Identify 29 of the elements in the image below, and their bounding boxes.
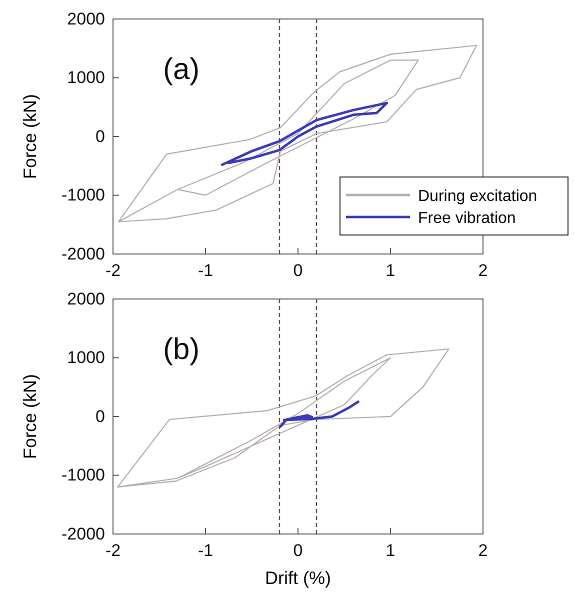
x-tick-label: 2 — [478, 541, 488, 560]
x-tick-label: -1 — [198, 261, 214, 280]
y-axis-title: Force (kN) — [20, 94, 40, 179]
x-tick-label: -2 — [105, 541, 121, 560]
x-tick-label: 0 — [293, 261, 303, 280]
y-tick-label: 2000 — [67, 9, 105, 28]
y-tick-label: -2000 — [62, 524, 105, 544]
y-tick-label: -1000 — [62, 186, 105, 205]
legend-label: Free vibration — [418, 210, 516, 227]
annotation: (a) — [163, 53, 200, 86]
y-axis-title: Force (kN) — [20, 374, 40, 459]
line-series — [220, 102, 388, 166]
x-tick-label: -1 — [198, 541, 214, 560]
x-tick-label: 1 — [386, 541, 396, 560]
legend-label: During excitation — [418, 188, 538, 205]
x-tick-label: -2 — [105, 261, 121, 280]
x-axis-title: Drift (%) — [265, 568, 331, 588]
x-tick-label: 1 — [386, 261, 396, 280]
x-tick-label: 0 — [293, 541, 303, 560]
y-tick-label: 2000 — [67, 289, 105, 308]
y-tick-label: -1000 — [62, 466, 105, 485]
y-tick-label: -2000 — [62, 244, 105, 264]
y-tick-label: 0 — [96, 406, 105, 426]
y-tick-label: 1000 — [67, 68, 105, 88]
line-series — [279, 400, 360, 428]
y-tick-label: 0 — [96, 126, 105, 146]
annotation: (b) — [163, 333, 200, 366]
y-tick-label: 1000 — [67, 348, 105, 368]
x-tick-label: 2 — [478, 261, 488, 280]
